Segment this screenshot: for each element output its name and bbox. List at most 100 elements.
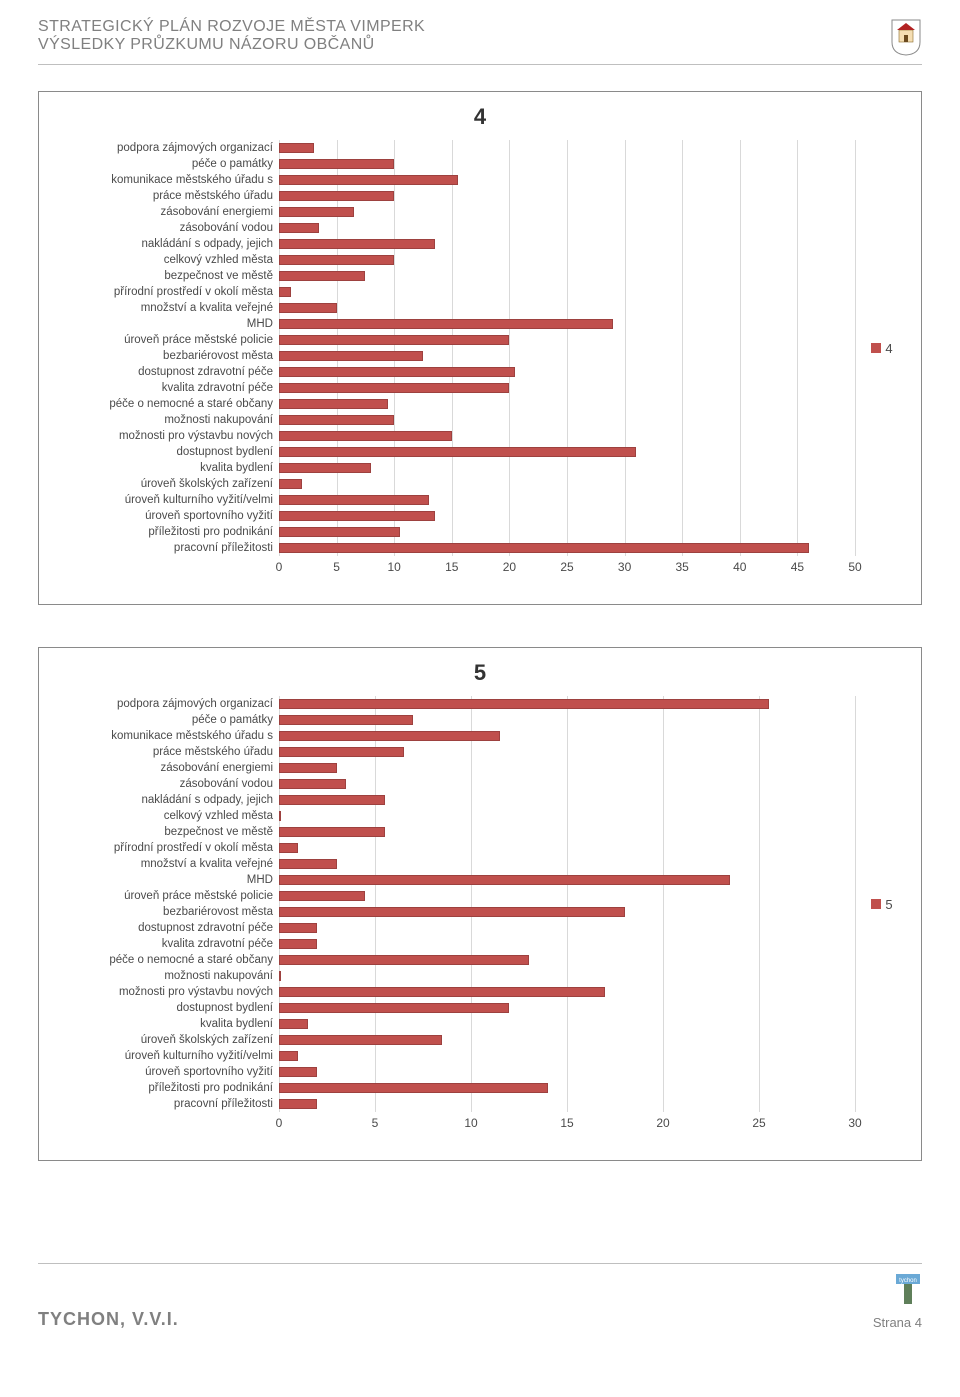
x-tick: 0 — [276, 560, 283, 574]
bar — [279, 1067, 317, 1077]
bar-row — [279, 428, 855, 444]
footer-rule — [38, 1263, 922, 1264]
bar-row — [279, 856, 855, 872]
category-label: celkový vzhled města — [51, 252, 279, 268]
bar-row — [279, 268, 855, 284]
bar — [279, 431, 452, 441]
category-label: zásobování vodou — [51, 776, 279, 792]
bar — [279, 415, 394, 425]
bar-row — [279, 920, 855, 936]
bar-row — [279, 364, 855, 380]
bar-row — [279, 204, 855, 220]
x-tick: 30 — [848, 1116, 861, 1130]
bar-row — [279, 332, 855, 348]
category-label: pracovní příležitosti — [51, 1096, 279, 1112]
bar-row — [279, 140, 855, 156]
category-label: MHD — [51, 872, 279, 888]
bar — [279, 939, 317, 949]
bar-row — [279, 952, 855, 968]
bar — [279, 731, 500, 741]
footer-spacer — [0, 1203, 960, 1263]
legend-item: 5 — [871, 897, 892, 912]
category-label: MHD — [51, 316, 279, 332]
bar-row — [279, 220, 855, 236]
bar-row — [279, 524, 855, 540]
category-label: dostupnost bydlení — [51, 1000, 279, 1016]
chart-5-body: podpora zájmových organizacípéče o památ… — [51, 696, 909, 1134]
category-label: možnosti pro výstavbu nových — [51, 428, 279, 444]
bar — [279, 383, 509, 393]
bar — [279, 447, 636, 457]
bar — [279, 859, 337, 869]
category-label: přírodní prostředí v okolí města — [51, 284, 279, 300]
bar — [279, 1083, 548, 1093]
bar-row — [279, 476, 855, 492]
chart4-legend: 4 — [855, 140, 909, 556]
bar — [279, 779, 346, 789]
bar — [279, 543, 809, 553]
category-label: dostupnost bydlení — [51, 444, 279, 460]
category-label: přírodní prostředí v okolí města — [51, 840, 279, 856]
category-label: kvalita bydlení — [51, 460, 279, 476]
footer-brand: TYCHON, V.V.I. — [38, 1309, 179, 1330]
category-label: péče o památky — [51, 712, 279, 728]
bar-row — [279, 156, 855, 172]
category-label: péče o nemocné a staré občany — [51, 396, 279, 412]
chart5-plot-area — [279, 696, 855, 1112]
bar-row — [279, 696, 855, 712]
bar-row — [279, 284, 855, 300]
gridline — [855, 696, 856, 1112]
bar-row — [279, 984, 855, 1000]
chart4-bars-layer — [279, 140, 855, 556]
category-label: podpora zájmových organizací — [51, 696, 279, 712]
bar — [279, 891, 365, 901]
bar — [279, 1099, 317, 1109]
bar — [279, 287, 291, 297]
page-footer: TYCHON, V.V.I. tychon Strana 4 — [0, 1272, 960, 1348]
chart-4-container: 4 podpora zájmových organizacípéče o pam… — [38, 91, 922, 605]
bar-row — [279, 460, 855, 476]
bar-row — [279, 380, 855, 396]
bar-row — [279, 412, 855, 428]
bar-row — [279, 936, 855, 952]
category-label: množství a kvalita veřejné — [51, 300, 279, 316]
x-tick: 20 — [503, 560, 516, 574]
bar-row — [279, 776, 855, 792]
category-label: příležitosti pro podnikání — [51, 524, 279, 540]
category-label: zásobování vodou — [51, 220, 279, 236]
category-label: úroveň práce městské policie — [51, 888, 279, 904]
category-label: práce městského úřadu — [51, 744, 279, 760]
bar-row — [279, 1096, 855, 1112]
bar — [279, 159, 394, 169]
category-label: úroveň kulturního vyžití/velmi — [51, 1048, 279, 1064]
chart5-xaxis: 051015202530 — [279, 1116, 855, 1134]
bar — [279, 699, 769, 709]
x-tick: 40 — [733, 560, 746, 574]
bar-row — [279, 792, 855, 808]
header-subtitle: VÝSLEDKY PRŮZKUMU NÁZORU OBČANŮ — [38, 36, 425, 54]
category-label: komunikace městského úřadu s — [51, 728, 279, 744]
footer-right-block: tychon Strana 4 — [873, 1272, 922, 1330]
bar — [279, 955, 529, 965]
bar — [279, 971, 281, 981]
bar — [279, 319, 613, 329]
bar — [279, 875, 730, 885]
chart4-plot-area — [279, 140, 855, 556]
bar — [279, 1019, 308, 1029]
category-label: kvalita bydlení — [51, 1016, 279, 1032]
bar — [279, 255, 394, 265]
header-text-block: STRATEGICKÝ PLÁN ROZVOJE MĚSTA VIMPERK V… — [38, 18, 425, 54]
chart-4-body: podpora zájmových organizacípéče o památ… — [51, 140, 909, 578]
bar — [279, 399, 388, 409]
bar-row — [279, 824, 855, 840]
category-label: příležitosti pro podnikání — [51, 1080, 279, 1096]
x-tick: 35 — [676, 560, 689, 574]
bar-row — [279, 840, 855, 856]
chart-4-title: 4 — [51, 104, 909, 130]
bar — [279, 1035, 442, 1045]
category-label: úroveň sportovního vyžití — [51, 1064, 279, 1080]
legend-swatch — [871, 899, 881, 909]
category-label: pracovní příležitosti — [51, 540, 279, 556]
x-tick: 5 — [333, 560, 340, 574]
gridline — [855, 140, 856, 556]
